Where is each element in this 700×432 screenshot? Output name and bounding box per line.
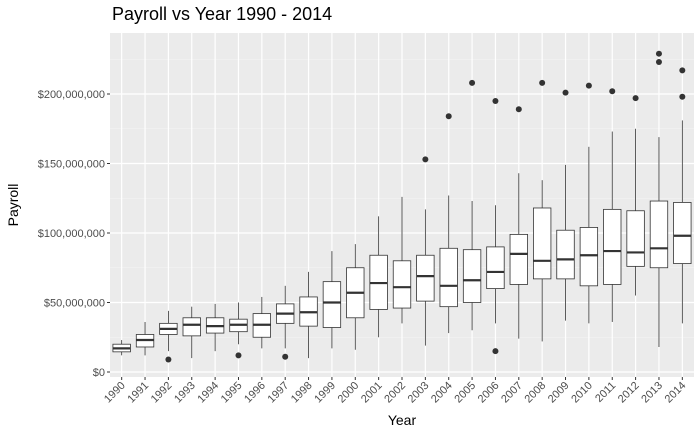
outlier-point xyxy=(609,88,616,95)
iqr-box xyxy=(486,246,505,289)
box-2006 xyxy=(486,97,505,355)
box-1993 xyxy=(182,306,201,359)
iqr-box xyxy=(509,233,528,285)
box-1999 xyxy=(322,251,342,349)
x-tick-label: 1993 xyxy=(172,380,198,406)
x-tick-label: 2004 xyxy=(429,380,455,406)
x-tick-label: 2007 xyxy=(499,380,525,406)
outlier-point xyxy=(679,67,686,74)
box-1990 xyxy=(112,340,131,356)
box-2000 xyxy=(346,244,365,350)
iqr-box xyxy=(626,210,645,267)
iqr-box xyxy=(416,254,435,302)
outlier-point xyxy=(655,59,662,66)
y-tick-label: $100,000,000 xyxy=(38,228,105,240)
x-tick-label: 1998 xyxy=(289,380,315,406)
box-2003 xyxy=(416,156,435,346)
box-1996 xyxy=(252,296,272,349)
chart-title: Payroll vs Year 1990 - 2014 xyxy=(112,4,333,24)
box-1998 xyxy=(299,271,318,359)
box-2009 xyxy=(556,89,575,321)
outlier-point xyxy=(282,353,289,360)
x-tick-label: 2012 xyxy=(616,380,642,406)
x-tick-label: 2008 xyxy=(522,380,548,406)
box-2008 xyxy=(533,79,552,342)
box-2011 xyxy=(603,88,622,322)
box-1992 xyxy=(159,310,178,363)
box-2005 xyxy=(462,79,482,331)
outlier-point xyxy=(235,352,242,359)
outlier-point xyxy=(632,95,639,102)
outlier-point xyxy=(165,356,172,363)
box-2004 xyxy=(439,113,458,334)
x-tick-label: 2003 xyxy=(406,380,432,406)
iqr-box xyxy=(182,317,201,337)
box-2010 xyxy=(579,82,599,324)
x-tick-label: 1992 xyxy=(149,380,175,406)
outlier-point xyxy=(539,79,546,86)
x-tick-label: 1996 xyxy=(242,380,268,406)
iqr-box xyxy=(579,227,599,287)
outlier-point xyxy=(655,50,662,57)
box-1991 xyxy=(135,321,155,356)
x-tick-label: 2009 xyxy=(546,380,572,406)
box-2007 xyxy=(509,106,528,339)
box-2002 xyxy=(392,196,412,324)
x-axis-ticks: 1990199119921993199419951996199719981999… xyxy=(102,377,688,405)
box-1997 xyxy=(276,285,295,360)
box-2001 xyxy=(369,216,388,338)
outlier-point xyxy=(469,79,476,86)
x-tick-label: 1995 xyxy=(219,380,245,406)
outlier-point xyxy=(679,93,686,100)
y-tick-label: $150,000,000 xyxy=(38,159,105,171)
outlier-point xyxy=(562,89,569,96)
x-tick-label: 1999 xyxy=(312,380,338,406)
iqr-box xyxy=(533,207,552,280)
y-tick-label: $50,000,000 xyxy=(44,298,105,310)
iqr-box xyxy=(603,208,622,285)
outlier-point xyxy=(492,97,499,104)
x-tick-label: 2010 xyxy=(569,380,595,406)
x-tick-label: 2000 xyxy=(336,380,362,406)
x-tick-label: 2001 xyxy=(359,380,385,406)
box-1995 xyxy=(229,302,248,359)
box-2014 xyxy=(673,67,692,324)
outlier-point xyxy=(585,82,592,89)
y-tick-label: $0 xyxy=(93,367,105,379)
box-2012 xyxy=(626,95,645,296)
x-tick-label: 1990 xyxy=(102,380,128,406)
x-tick-label: 2013 xyxy=(639,380,665,406)
y-tick-label: $200,000,000 xyxy=(38,89,105,101)
iqr-box xyxy=(649,200,669,269)
x-tick-label: 2011 xyxy=(593,380,618,405)
outlier-point xyxy=(492,348,499,355)
x-tick-label: 1997 xyxy=(266,380,292,406)
x-tick-label: 1994 xyxy=(195,380,221,406)
iqr-box xyxy=(322,281,342,328)
x-tick-label: 2014 xyxy=(663,380,689,406)
box-1994 xyxy=(205,303,225,352)
outlier-point xyxy=(445,113,452,120)
iqr-box xyxy=(439,247,458,308)
outlier-point xyxy=(422,156,429,163)
box-2013 xyxy=(649,50,669,347)
x-tick-label: 1991 xyxy=(125,380,151,406)
iqr-box xyxy=(556,229,575,280)
y-axis-ticks: $0 $50,000,000 $100,000,000 $150,000,000 $20… xyxy=(38,89,110,379)
boxes-layer xyxy=(112,50,692,363)
x-tick-label: 2006 xyxy=(476,380,502,406)
outlier-point xyxy=(515,106,522,113)
iqr-box xyxy=(462,249,482,303)
y-axis-title: Payroll xyxy=(5,184,21,227)
iqr-box xyxy=(673,202,692,264)
x-axis-title: Year xyxy=(388,412,417,428)
x-tick-label: 2002 xyxy=(382,380,408,406)
iqr-box xyxy=(392,260,412,309)
x-tick-label: 2005 xyxy=(452,380,478,406)
